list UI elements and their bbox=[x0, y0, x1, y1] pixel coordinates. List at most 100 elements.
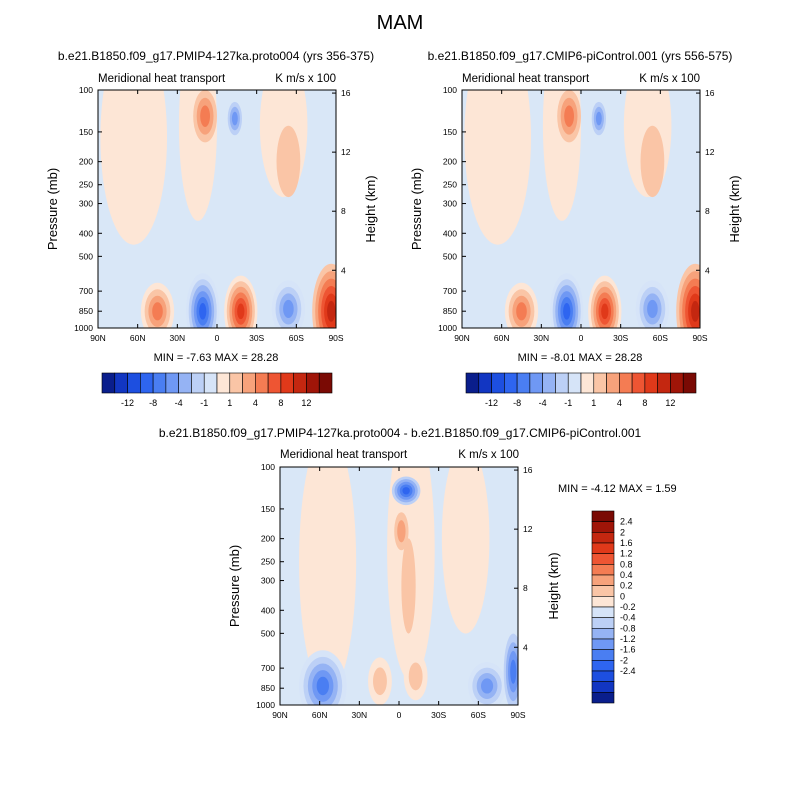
colorbar-swatch bbox=[591, 596, 615, 608]
colorbar-label: 8 bbox=[642, 398, 647, 408]
y-tick-label: 150 bbox=[79, 127, 93, 137]
colorbar-swatch bbox=[591, 660, 615, 672]
colorbar-swatch bbox=[516, 372, 531, 394]
colorbar-label: -12 bbox=[485, 398, 498, 408]
colorbar-swatch bbox=[657, 372, 671, 394]
contour-cell bbox=[564, 105, 574, 127]
colorbar-top-left: -12 -8 -4 -1 1 4 8 12 bbox=[101, 372, 333, 408]
colorbar-swatch bbox=[255, 372, 269, 394]
colorbar-label: -2 bbox=[620, 655, 628, 665]
y-tick-label: 850 bbox=[443, 306, 457, 316]
colorbar-swatch bbox=[682, 372, 697, 394]
y-axis-label: Pressure (mb) bbox=[45, 168, 60, 250]
panel-title: b.e21.B1850.f09_g17.CMIP6-piControl.001 … bbox=[428, 49, 733, 63]
colorbar-swatch bbox=[591, 532, 615, 544]
contour-cell bbox=[152, 302, 163, 321]
panel-units-label: K m/s x 100 bbox=[639, 73, 700, 85]
contour-cell bbox=[408, 662, 423, 691]
colorbar-swatch bbox=[165, 372, 179, 394]
colorbar-swatch bbox=[280, 372, 294, 394]
colorbar-swatch bbox=[606, 372, 620, 394]
panel-top-left: b.e21.B1850.f09_g17.PMIP4-127ka.proto004… bbox=[45, 49, 378, 364]
y-tick-label: 700 bbox=[443, 286, 457, 296]
contour-cell bbox=[601, 303, 609, 320]
colorbar-label: 0.4 bbox=[620, 570, 633, 580]
colorbar-swatch bbox=[580, 372, 595, 394]
y-tick-label: 300 bbox=[79, 199, 93, 209]
stats-text: MIN = -7.63 MAX = 28.28 bbox=[154, 352, 279, 364]
colorbar-swatch bbox=[591, 542, 615, 554]
y-tick-label: 700 bbox=[79, 286, 93, 296]
colorbar-swatch bbox=[555, 372, 569, 394]
panel-units-label: K m/s x 100 bbox=[458, 449, 519, 461]
contour-cell bbox=[200, 105, 211, 127]
colorbar-swatch bbox=[591, 553, 615, 565]
x-tick-label: 30S bbox=[431, 710, 446, 720]
colorbar-swatch bbox=[591, 638, 615, 650]
y-tick-label: 850 bbox=[79, 306, 93, 316]
x-tick-label: 90N bbox=[454, 333, 470, 343]
contour-cell bbox=[563, 303, 571, 320]
contour-cell bbox=[441, 467, 490, 634]
colorbar-swatch bbox=[591, 681, 615, 693]
colorbar-label: -8 bbox=[149, 398, 157, 408]
y-axis-label: Pressure (mb) bbox=[227, 545, 242, 627]
colorbar-label: 0.8 bbox=[620, 559, 633, 569]
colorbar-label: -1 bbox=[564, 398, 572, 408]
x-tick-label: 90N bbox=[90, 333, 106, 343]
x-tick-label: 0 bbox=[215, 333, 220, 343]
contour-cell bbox=[510, 659, 517, 684]
y-tick-label: 250 bbox=[261, 557, 275, 567]
panel-left-label: Meridional heat transport bbox=[462, 73, 590, 85]
panel-left-label: Meridional heat transport bbox=[98, 73, 226, 85]
colorbar-swatch bbox=[567, 372, 582, 394]
y-tick-label: 1000 bbox=[74, 323, 93, 333]
height-tick-label: 4 bbox=[523, 642, 528, 652]
colorbar-label: 2.4 bbox=[620, 517, 633, 527]
colorbar-label: -4 bbox=[175, 398, 183, 408]
x-tick-label: 90S bbox=[692, 333, 707, 343]
contour-field bbox=[462, 90, 700, 328]
x-tick-label: 60N bbox=[312, 710, 328, 720]
y-tick-label: 700 bbox=[261, 663, 275, 673]
height-tick-label: 8 bbox=[523, 583, 528, 593]
colorbar-swatch bbox=[644, 372, 658, 394]
x-tick-label: 30S bbox=[249, 333, 264, 343]
colorbar-label: 2 bbox=[620, 527, 625, 537]
panel-left-label: Meridional heat transport bbox=[280, 449, 408, 461]
y-tick-label: 400 bbox=[79, 228, 93, 238]
y-axis-right-label: Height (km) bbox=[363, 175, 378, 242]
colorbar-label: -8 bbox=[513, 398, 521, 408]
y-tick-label: 400 bbox=[261, 605, 275, 615]
colorbar-swatch bbox=[542, 372, 556, 394]
colorbar-label: 1 bbox=[227, 398, 232, 408]
colorbar-swatch bbox=[591, 564, 615, 576]
colorbar-label: 8 bbox=[278, 398, 283, 408]
colorbar-swatch bbox=[591, 606, 615, 618]
contour-field bbox=[280, 467, 518, 705]
colorbar-label: 0 bbox=[620, 591, 625, 601]
colorbar-swatch bbox=[591, 574, 615, 586]
contour-cell bbox=[401, 538, 416, 634]
colorbar-label: 1.6 bbox=[620, 538, 633, 548]
contour-cell bbox=[231, 111, 238, 126]
colorbar-swatch bbox=[529, 372, 543, 394]
colorbar-swatch bbox=[491, 372, 505, 394]
y-tick-label: 250 bbox=[79, 180, 93, 190]
y-tick-label: 150 bbox=[443, 127, 457, 137]
contour-cell bbox=[595, 111, 602, 126]
x-tick-label: 60N bbox=[494, 333, 510, 343]
colorbar-label: 4 bbox=[253, 398, 258, 408]
x-tick-label: 60S bbox=[471, 710, 486, 720]
colorbar-swatch bbox=[591, 510, 615, 522]
stats-text: MIN = -8.01 MAX = 28.28 bbox=[518, 352, 643, 364]
colorbar-swatch bbox=[591, 628, 615, 640]
colorbar-swatch bbox=[152, 372, 167, 394]
contour-cell bbox=[199, 303, 207, 320]
x-tick-label: 90S bbox=[510, 710, 525, 720]
colorbar-swatch bbox=[478, 372, 492, 394]
colorbar-label: 0.2 bbox=[620, 581, 633, 591]
height-tick-label: 16 bbox=[523, 465, 533, 475]
y-axis-right-label: Height (km) bbox=[546, 552, 561, 619]
